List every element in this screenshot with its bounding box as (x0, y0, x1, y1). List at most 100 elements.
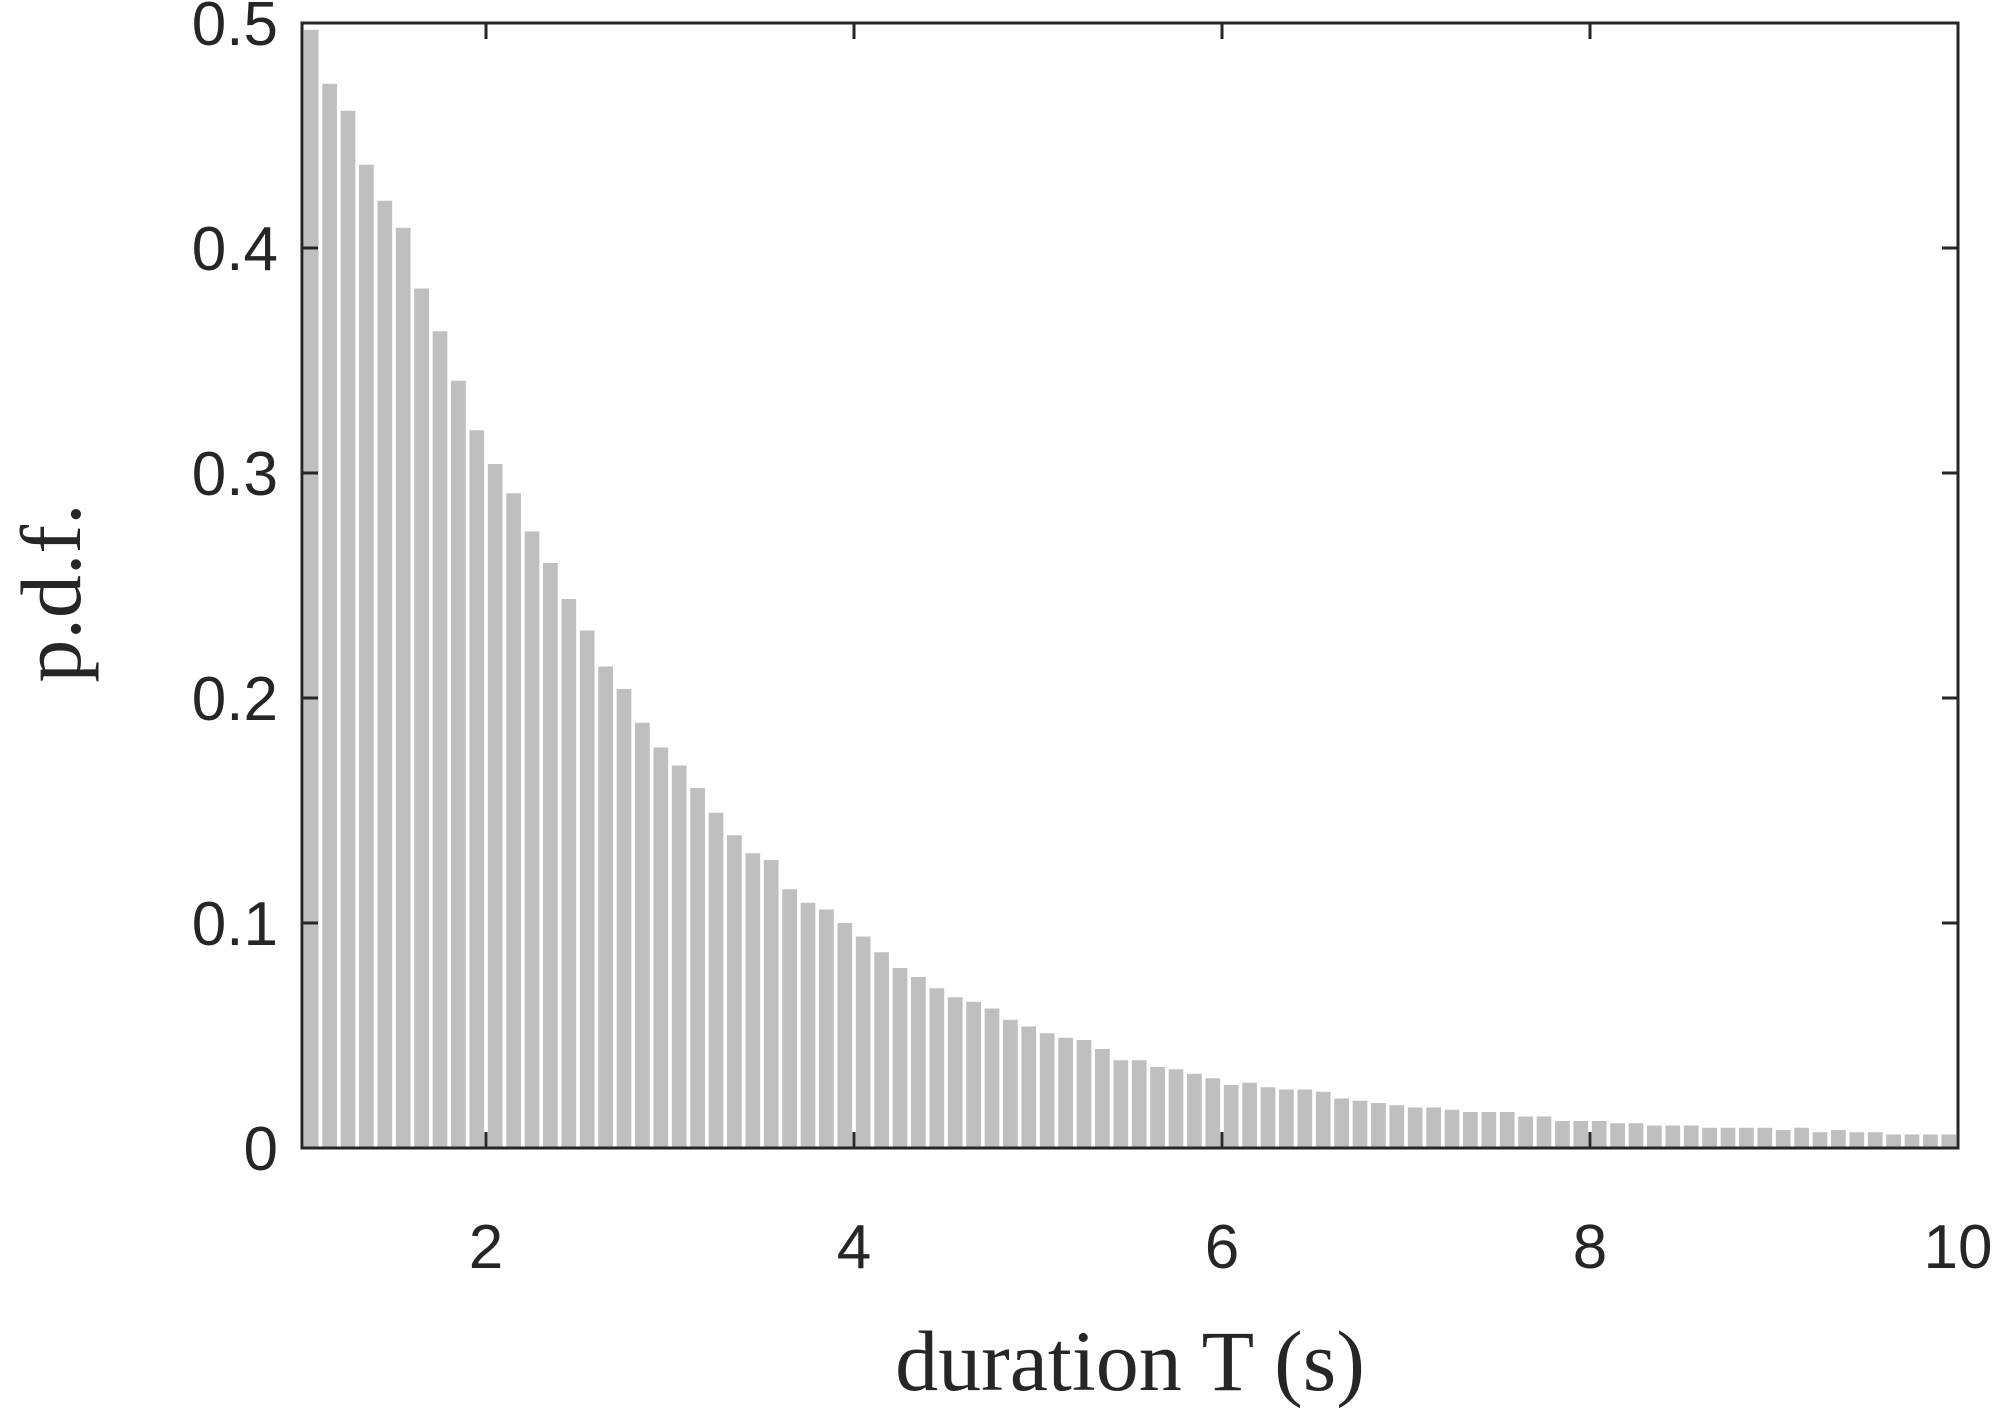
bar (1003, 1019, 1018, 1148)
bar (1352, 1100, 1368, 1148)
bar (1058, 1037, 1073, 1148)
bar (1702, 1127, 1717, 1148)
bar (1555, 1121, 1570, 1148)
bar (1647, 1125, 1662, 1148)
bar (1407, 1107, 1423, 1148)
bar (1757, 1127, 1773, 1148)
bar (1831, 1130, 1846, 1148)
y-tick-label: 0.2 (192, 665, 278, 734)
bar (1113, 1060, 1129, 1148)
bar (524, 531, 540, 1148)
bar (1131, 1060, 1147, 1148)
bar (1463, 1112, 1478, 1148)
bar (303, 29, 319, 1148)
bar (1573, 1121, 1589, 1148)
bar (1039, 1033, 1055, 1148)
bar (1371, 1103, 1386, 1148)
bar (1886, 1134, 1901, 1148)
bar (579, 630, 595, 1148)
bar (1481, 1112, 1497, 1148)
bar (395, 227, 411, 1148)
y-tick-label: 0.3 (192, 440, 278, 509)
bar (763, 860, 779, 1148)
bar (1849, 1132, 1865, 1148)
bar (1315, 1091, 1331, 1148)
bar (837, 923, 853, 1148)
bar (984, 1008, 1000, 1148)
bar (1499, 1112, 1515, 1148)
y-tick-label: 0.5 (192, 0, 278, 59)
bar (892, 968, 908, 1148)
axes-box (300, 21, 1960, 1150)
bar (561, 599, 577, 1148)
bar (874, 952, 889, 1148)
bar (690, 788, 705, 1148)
x-tick-label: 8 (1573, 1213, 1607, 1282)
y-tick-label: 0.1 (192, 890, 278, 959)
y-tick-label: 0.4 (192, 215, 278, 284)
bar (1941, 1134, 1957, 1148)
bar (1205, 1078, 1221, 1148)
y-tick-label: 0 (244, 1115, 278, 1184)
bar (1518, 1116, 1533, 1148)
bar (1923, 1134, 1938, 1148)
bar (1775, 1130, 1791, 1148)
bar (708, 812, 724, 1148)
bar (377, 200, 393, 1148)
bar (616, 689, 632, 1148)
bar (432, 331, 448, 1148)
bar (1904, 1134, 1920, 1148)
bar (1628, 1123, 1644, 1148)
bar (653, 747, 669, 1148)
bar (1223, 1085, 1239, 1148)
bar (1260, 1087, 1276, 1148)
bar (340, 110, 356, 1148)
bar (506, 493, 521, 1148)
bar (1794, 1127, 1809, 1148)
bar (1168, 1069, 1184, 1148)
bar (1334, 1098, 1349, 1148)
bar (671, 765, 687, 1148)
bar (929, 988, 945, 1148)
bar (819, 909, 834, 1148)
bar (727, 835, 742, 1148)
bar (1610, 1123, 1625, 1148)
bar (451, 380, 466, 1148)
bar (1297, 1089, 1313, 1148)
bar (1536, 1116, 1552, 1148)
bar (414, 288, 429, 1148)
bar (1591, 1121, 1607, 1148)
bar (543, 563, 558, 1148)
x-tick-label: 6 (1205, 1213, 1239, 1282)
x-tick-label: 4 (837, 1213, 871, 1282)
bar (745, 853, 761, 1148)
bar (1150, 1067, 1165, 1148)
x-tick-label: 10 (1924, 1213, 1993, 1282)
bar (911, 977, 926, 1148)
bar (1095, 1049, 1110, 1148)
bar (1279, 1089, 1294, 1148)
y-axis-label: p.d.f. (3, 503, 99, 682)
bar (1720, 1127, 1736, 1148)
bar (322, 83, 337, 1148)
x-tick-label: 2 (469, 1213, 503, 1282)
bar (966, 1001, 981, 1148)
bar (359, 164, 374, 1148)
bar (947, 997, 963, 1148)
x-axis-label: duration T (s) (895, 1313, 1365, 1409)
bar (1242, 1082, 1257, 1148)
bar (487, 464, 503, 1148)
bar (598, 666, 613, 1148)
bar (1867, 1132, 1883, 1148)
bar (1665, 1125, 1681, 1148)
bar (1739, 1127, 1754, 1148)
bar (800, 902, 816, 1148)
bar (1389, 1105, 1405, 1148)
bar (469, 430, 485, 1148)
bar (1812, 1132, 1828, 1148)
bar (1426, 1107, 1441, 1148)
bar (1021, 1026, 1037, 1148)
bar (1076, 1040, 1092, 1148)
bar (635, 722, 650, 1148)
